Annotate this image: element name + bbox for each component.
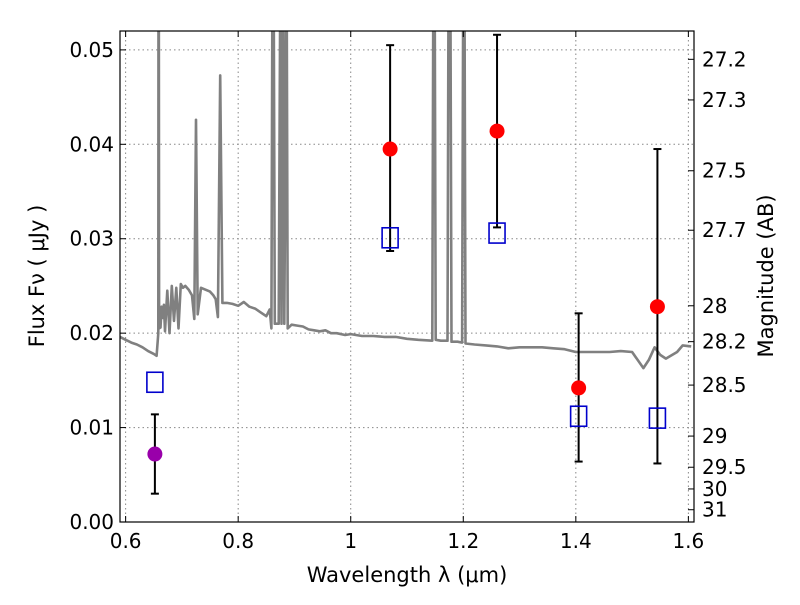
mag-tick-label: 27.2 (702, 47, 747, 71)
mag-tick-label: 27.3 (702, 88, 747, 112)
data-marker-layer (146, 33, 667, 495)
x-tick-label: 1.2 (447, 529, 479, 553)
mag-tick-label: 28.5 (702, 373, 747, 397)
y-tick-label: 0.03 (69, 227, 114, 251)
y2-axis-title: Magnitude (AB) (754, 194, 778, 357)
observed-flux-point (649, 299, 665, 315)
tick-layer: 0.6 0.8 1 1.2 1.4 1.6 0.00 0.01 0.02 0.03 0.04 0.05… (69, 31, 747, 553)
low-flux-point (147, 446, 163, 462)
y-axis-title: Flux Fν ( μJy ) (25, 205, 49, 348)
model-flux-square (648, 407, 667, 429)
grid-layer (120, 31, 694, 522)
mag-tick-label: 28.2 (702, 330, 747, 354)
y-tick-label: 0.00 (69, 510, 114, 534)
mag-tick-label: 27.5 (702, 159, 747, 183)
x-tick-label: 1.6 (672, 529, 704, 553)
observed-flux-point (489, 123, 505, 139)
x-tick-label: 0.6 (110, 529, 142, 553)
x-tick-label: 1 (344, 529, 357, 553)
mag-tick-label: 29.5 (702, 455, 747, 479)
mag-tick-label: 30 (702, 477, 727, 501)
mag-tick-label: 27.7 (702, 218, 747, 242)
model-spectrum-layer (120, 31, 692, 370)
y-tick-label: 0.05 (69, 38, 114, 62)
y-tick-label: 0.01 (69, 416, 114, 440)
model-flux-square (488, 222, 506, 244)
y-tick-label: 0.02 (69, 321, 114, 345)
model-flux-square (569, 405, 588, 428)
x-tick-label: 1.4 (560, 529, 592, 553)
plot-frame (119, 30, 695, 523)
mag-tick-label: 28 (702, 294, 727, 318)
observed-flux-point (382, 141, 398, 157)
mag-tick-label: 31 (702, 498, 727, 522)
x-axis-title: Wavelength λ (μm) (307, 563, 508, 587)
model-spectrum-line (120, 31, 692, 370)
x-tick-label: 0.8 (222, 529, 254, 553)
model-flux-square (381, 226, 399, 249)
y-tick-label: 0.04 (69, 132, 114, 156)
model-flux-square (146, 371, 164, 394)
observed-flux-point (571, 380, 587, 396)
mag-tick-label: 29 (702, 424, 727, 448)
